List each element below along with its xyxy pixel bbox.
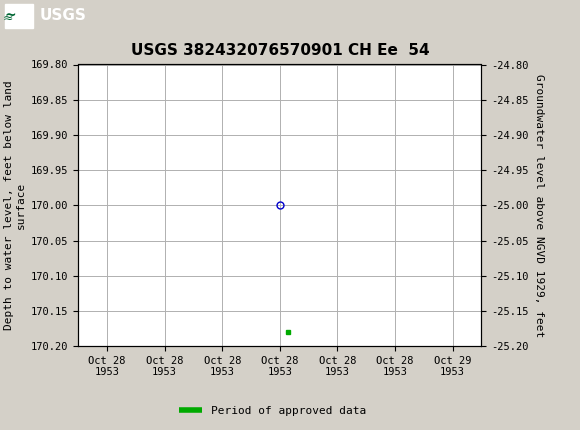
Y-axis label: Groundwater level above NGVD 1929, feet: Groundwater level above NGVD 1929, feet xyxy=(534,74,544,337)
Title: USGS 382432076570901 CH Ee  54: USGS 382432076570901 CH Ee 54 xyxy=(130,43,429,58)
Text: ~: ~ xyxy=(4,9,16,23)
FancyBboxPatch shape xyxy=(5,4,33,28)
Text: ≈: ≈ xyxy=(3,12,13,25)
Text: USGS: USGS xyxy=(40,9,87,23)
Legend: Period of approved data: Period of approved data xyxy=(175,401,370,420)
Y-axis label: Depth to water level, feet below land
surface: Depth to water level, feet below land su… xyxy=(4,80,26,330)
